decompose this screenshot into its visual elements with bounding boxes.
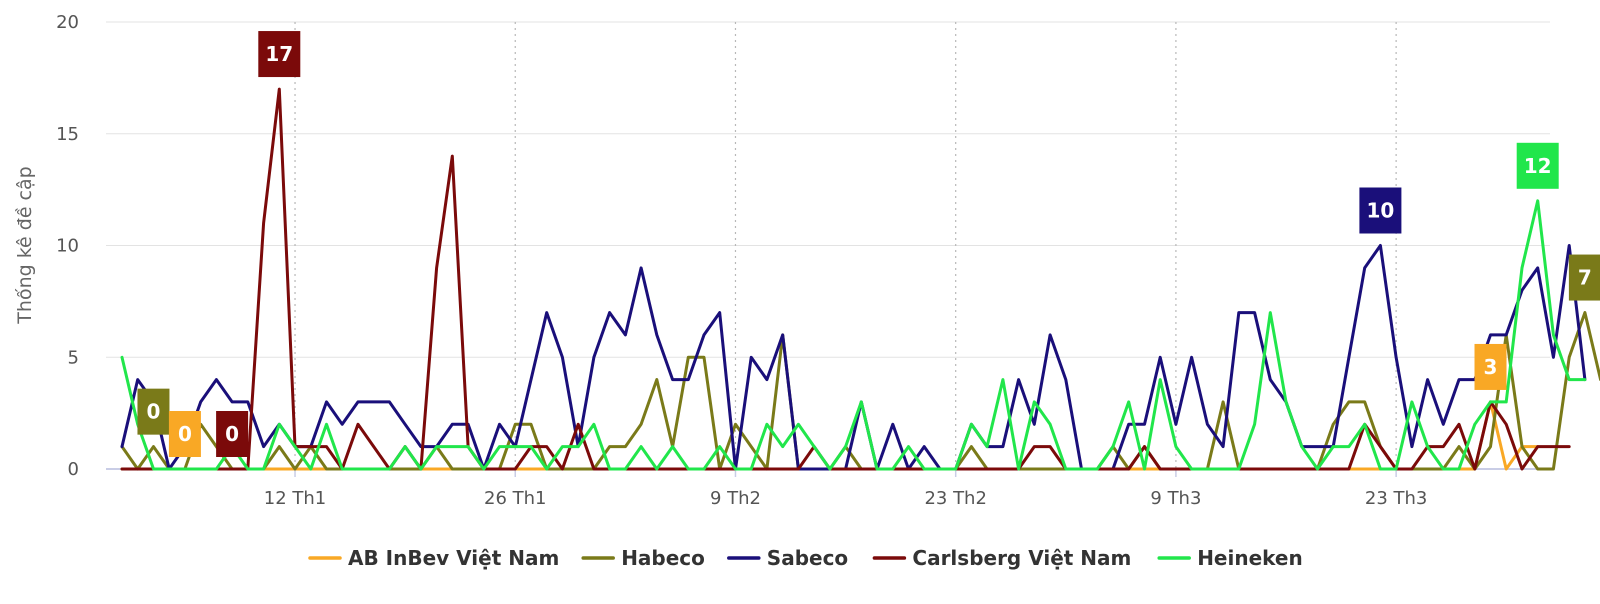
legend: AB InBev Việt Nam Habeco Sabeco Carlsberg V…: [308, 546, 1303, 570]
data-label-value: 3: [1484, 355, 1498, 379]
legend-item-heineken[interactable]: Heineken: [1157, 546, 1303, 570]
data-label-box: [137, 388, 170, 435]
data-label-box: [258, 31, 301, 78]
legend-label: Heineken: [1197, 546, 1303, 570]
y-tick-label: 15: [56, 124, 79, 145]
data-label-box: [1474, 343, 1507, 390]
legend-item-habeco[interactable]: Habeco: [581, 546, 705, 570]
data-label-box: [1568, 254, 1600, 301]
data-label-value: 10: [1366, 199, 1394, 223]
y-tick-label: 10: [56, 236, 79, 257]
y-tick-label: 0: [68, 459, 79, 480]
data-label-value: 0: [178, 422, 192, 446]
y-axis: 0 5 10 15 20: [56, 12, 79, 480]
y-tick-label: 5: [68, 347, 79, 368]
legend-label: Carlsberg Việt Nam: [912, 546, 1131, 570]
y-tick-label: 20: [56, 12, 79, 33]
legend-item-carlsberg-viet-nam[interactable]: Carlsberg Việt Nam: [872, 546, 1131, 570]
data-label-habeco: 0: [137, 388, 170, 435]
data-label-value: 7: [1578, 266, 1592, 290]
data-label-box: [168, 411, 201, 457]
legend-label: Habeco: [621, 546, 705, 570]
legend-label: Sabeco: [767, 546, 848, 570]
x-tick-label: 26 Th1: [484, 488, 546, 509]
data-label-sabeco: 10: [1359, 187, 1402, 234]
data-label-ab-inbev-viet-nam: 0: [168, 411, 201, 457]
data-label-value: 17: [265, 42, 293, 66]
data-label-box: [216, 411, 249, 457]
x-tick-label: 9 Th3: [1150, 488, 1201, 509]
data-label-value: 12: [1524, 154, 1552, 178]
series-line-carlsberg-viet-nam[interactable]: [120, 87, 1571, 471]
x-tick-label: 12 Th1: [264, 488, 326, 509]
data-label-value: 0: [146, 400, 160, 424]
data-label-ab-inbev-viet-nam: 3: [1474, 343, 1507, 390]
legend-label: AB InBev Việt Nam: [348, 546, 559, 570]
data-label-box: [1516, 142, 1559, 189]
x-tick-label: 23 Th3: [1365, 488, 1427, 509]
legend-item-ab-inbev-viet-nam[interactable]: AB InBev Việt Nam: [308, 546, 559, 570]
x-tick-label: 9 Th2: [710, 488, 761, 509]
series-line-sabeco[interactable]: [120, 244, 1587, 471]
series-lines: [120, 87, 1600, 471]
series-line-heineken[interactable]: [120, 199, 1587, 471]
legend-item-sabeco[interactable]: Sabeco: [727, 546, 848, 570]
data-label-carlsberg-viet-nam: 0: [216, 411, 249, 457]
data-label-heineken: 12: [1516, 142, 1559, 189]
grid: [106, 21, 1550, 470]
data-label-value: 0: [225, 422, 239, 446]
x-axis: 12 Th1 26 Th1 9 Th2 23 Th2 9 Th3 23 Th3: [264, 469, 1427, 509]
data-label-carlsberg-viet-nam: 17: [258, 31, 301, 78]
data-label-habeco: 7: [1568, 254, 1600, 301]
data-label-box: [1359, 187, 1402, 234]
x-tick-label: 23 Th2: [924, 488, 986, 509]
y-axis-title: Thống kê đề cập: [14, 166, 36, 324]
